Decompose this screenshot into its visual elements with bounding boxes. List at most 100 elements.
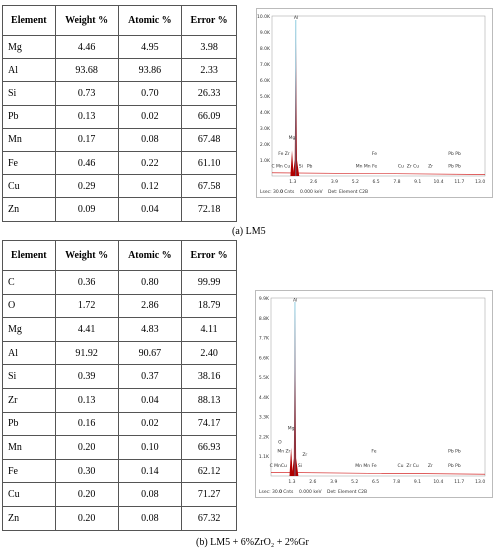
table-row: Mg 4.46 4.95 3.98 [2, 34, 237, 60]
table-cell: 0.36 [54, 270, 119, 295]
table-row: O 1.72 2.86 18.79 [2, 293, 237, 319]
data-table: Element Weight % Atomic % Error % Mg 4.46 4.95… [2, 5, 237, 222]
table-cell: C [2, 270, 56, 295]
column-header: Atomic % [117, 240, 183, 271]
x-axis-label: 10.4 [433, 479, 443, 485]
y-axis-label: 6.6K [259, 355, 270, 361]
y-axis-label: 8.8K [259, 316, 270, 322]
x-axis-label: 5.2 [352, 179, 359, 185]
table-cell: 90.67 [117, 340, 183, 366]
table-cell: 0.02 [117, 104, 183, 129]
table-cell: 71.27 [181, 482, 237, 507]
peak-label: Fe [371, 449, 376, 455]
x-axis-label: 1.3 [289, 179, 296, 185]
table-cell: 0.02 [117, 411, 183, 437]
peak-label: Mn Mn Fe [356, 164, 378, 170]
table-cell: Zr [2, 387, 56, 413]
table-cell: Cu [2, 174, 56, 199]
y-axis-label: 6.0K [260, 78, 271, 84]
table-cell: 4.83 [117, 317, 183, 342]
table-cell: 0.04 [117, 197, 183, 222]
column-header: Weight % [54, 240, 119, 271]
peak-label: Pb Pb [448, 449, 461, 455]
figure-caption: (b) LM5 + 6%ZrO₂ + 2%Gr [196, 537, 309, 548]
table-row: Pb 0.16 0.02 74.17 [2, 411, 237, 437]
table-row: Zn 0.20 0.08 67.32 [2, 505, 237, 531]
x-axis-label: 2.6 [310, 179, 317, 185]
mg-peak [290, 150, 294, 176]
y-axis-label: 1.0K [260, 158, 271, 164]
peak-label: Al [293, 297, 297, 303]
table-cell: 4.46 [54, 34, 119, 60]
peak-label: Al [294, 15, 298, 21]
peak-label: Mn Zr [277, 449, 290, 455]
peak-label: Pb [307, 164, 313, 170]
table-cell: Si [2, 81, 56, 106]
table-cell: 67.32 [181, 505, 237, 531]
table-row: Mn 0.20 0.10 66.93 [2, 435, 237, 460]
table-cell: 0.10 [117, 435, 183, 460]
table-cell: 0.29 [54, 174, 119, 199]
eds-spectrum: 9.9K 8.8K 7.7K 6.6K 5.5K 4.4K 3.3K 2.2K 1.1K 1.3 2… [255, 290, 493, 498]
spectrum-baseline [271, 172, 486, 175]
peak-label: C MnCu [270, 463, 287, 469]
table-cell: 0.08 [117, 482, 183, 507]
y-axis-label: 9.0K [260, 30, 271, 36]
peak-label: Zr [428, 164, 433, 170]
table-cell: 93.86 [117, 58, 183, 83]
x-axis-label: 3.9 [330, 479, 337, 485]
table-row: Cu 0.20 0.08 71.27 [2, 482, 237, 507]
x-axis-label: 7.8 [393, 179, 400, 185]
y-axis-label: 7.0K [260, 62, 271, 68]
peak-label: Fe Zr [278, 151, 290, 157]
peak-label: Fe [372, 151, 377, 157]
table-cell: 91.92 [54, 340, 119, 366]
spectrum-footer: 0 Cnts [280, 189, 295, 195]
table-cell: 93.68 [54, 58, 119, 83]
table-cell: 0.20 [54, 435, 119, 460]
table-cell: 0.70 [117, 81, 183, 106]
y-axis-label: 3.0K [260, 126, 271, 132]
table-cell: 99.99 [181, 270, 237, 295]
table-row: Zr 0.13 0.04 88.13 [2, 387, 237, 413]
table-cell: 4.41 [54, 317, 119, 342]
peak-label: Mg [288, 426, 295, 432]
y-axis-label: 5.5K [259, 375, 270, 381]
spectrum-baseline [270, 472, 486, 475]
spectrum-footer: 0 Cnts [279, 489, 294, 495]
x-axis-label: 13.0 [475, 179, 485, 185]
plot-area [271, 15, 486, 177]
y-axis-label: 1.1K [259, 454, 270, 460]
table-cell: 4.11 [181, 317, 237, 342]
y-axis-label: 5.0K [260, 94, 271, 100]
table-cell: 2.33 [181, 58, 237, 83]
x-axis-label: 10.4 [434, 179, 444, 185]
column-header: Element [2, 5, 56, 36]
table-cell: 66.09 [181, 104, 237, 129]
x-axis-label: 13.0 [475, 479, 485, 485]
table-cell: Mn [2, 435, 56, 460]
peak-label: Cu [398, 164, 404, 170]
table-cell: Mn [2, 127, 56, 152]
y-axis-label: 4.0K [260, 110, 271, 116]
table-row: Fe 0.30 0.14 62.12 [2, 458, 237, 484]
y-axis-label: 10.0K [257, 14, 271, 20]
spectrum-footer: Lsec: 30.0 [260, 189, 283, 195]
figure-caption: (a) LM5 [232, 226, 266, 237]
table-cell: 61.10 [181, 150, 237, 176]
table-row: Mg 4.41 4.83 4.11 [2, 317, 237, 342]
mg-peak [289, 447, 293, 476]
table-cell: 26.33 [181, 81, 237, 106]
column-header: Error % [181, 5, 237, 36]
table-cell: 62.12 [181, 458, 237, 484]
x-axis-label: 2.6 [309, 479, 316, 485]
table-cell: 0.73 [54, 81, 119, 106]
table-cell: 0.16 [54, 411, 119, 437]
table-cell: Mg [2, 34, 56, 60]
spectrum-footer: Det: Element C2B [327, 489, 367, 495]
column-header: Atomic % [117, 5, 183, 36]
header-row: Element Weight % Atomic % Error % [2, 5, 237, 36]
spectrum-footer: Lsec: 30.0 [259, 489, 282, 495]
y-axis-label: 9.9K [259, 296, 270, 302]
